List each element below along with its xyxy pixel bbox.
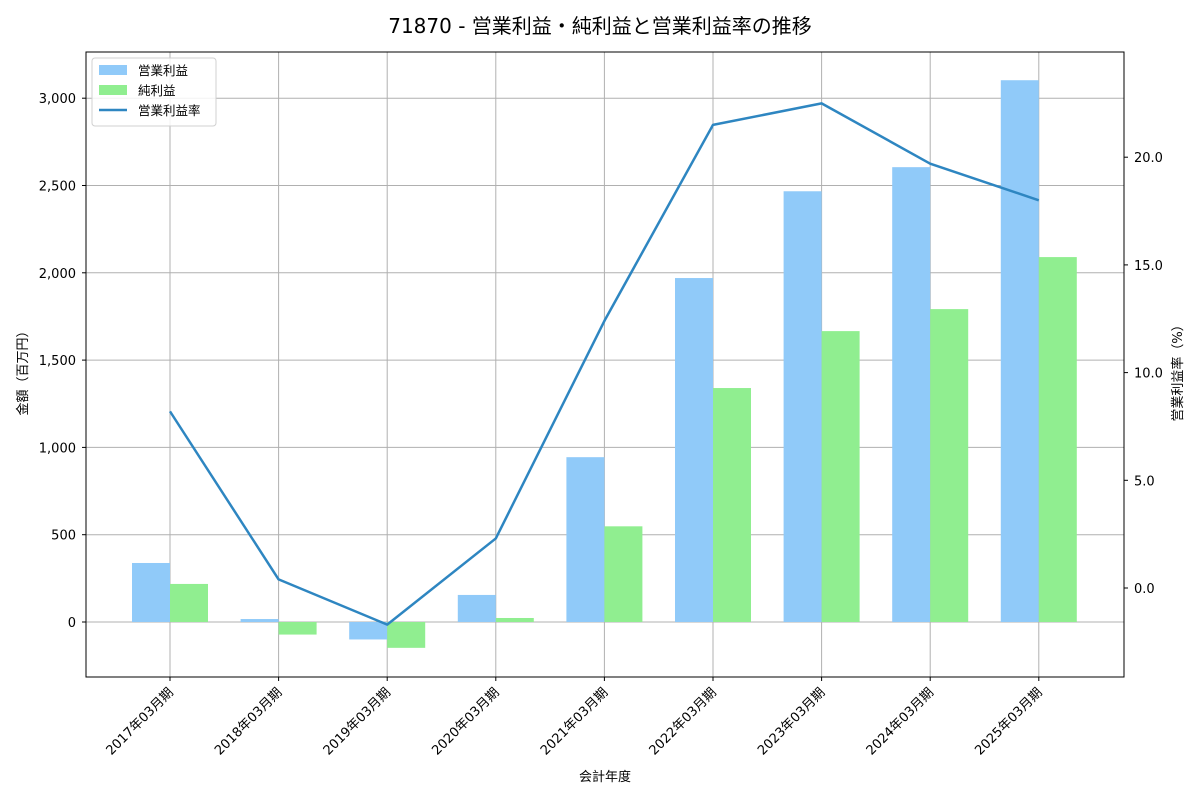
x-tick-label: 2020年03月期 [429, 685, 502, 758]
x-axis-label: 会計年度 [579, 769, 631, 785]
bar-net-profit [604, 526, 643, 622]
legend-label-net-profit: 純利益 [138, 83, 176, 98]
legend-swatch-net-profit [99, 85, 127, 95]
y-tick-label: 2,500 [39, 180, 76, 195]
bar-net-profit [387, 622, 426, 648]
bar-operating-profit [892, 167, 931, 623]
y-tick-label: 1,500 [39, 354, 76, 369]
bar-net-profit [278, 622, 317, 635]
line-operating-margin [168, 102, 1040, 626]
y2-tick-label: 20.0 [1134, 151, 1163, 166]
legend-label-margin: 営業利益率 [138, 103, 201, 118]
y-tick-label: 1,000 [39, 441, 76, 456]
bar-operating-profit [349, 622, 388, 640]
bar-net-profit [1038, 257, 1077, 622]
bar-net-profit [495, 617, 534, 622]
bar-operating-profit [1000, 80, 1039, 623]
bar-operating-profit [457, 594, 496, 622]
x-tick-label: 2019年03月期 [321, 685, 394, 758]
x-tick-label: 2021年03月期 [538, 685, 611, 758]
legend: 営業利益 純利益 営業利益率 [91, 57, 217, 127]
right-axis-ticks: 0.0 5.0 10.0 15.0 20.0 [1124, 151, 1163, 597]
x-tick-label: 2018年03月期 [212, 685, 285, 758]
y-tick-label: 500 [51, 529, 76, 544]
y2-axis-label: 営業利益率（%） [1170, 318, 1186, 421]
left-axis-ticks: 0 500 1,000 1,500 2,000 2,500 3,000 [39, 92, 86, 631]
x-tick-label: 2017年03月期 [104, 685, 177, 758]
bar-net-profit [713, 388, 751, 622]
bar-operating-profit [240, 619, 279, 622]
bar-net-profit [170, 583, 208, 622]
y2-tick-label: 15.0 [1134, 259, 1163, 274]
x-tick-label: 2025年03月期 [972, 685, 1045, 758]
y-axis-label: 金額（百万円） [15, 324, 31, 415]
y2-tick-label: 0.0 [1134, 582, 1155, 597]
bar-operating-profit [566, 457, 605, 622]
y2-tick-label: 5.0 [1134, 474, 1155, 489]
bar-net-profit [821, 331, 860, 622]
legend-label-operating-profit: 営業利益 [138, 63, 188, 78]
y2-tick-label: 10.0 [1134, 367, 1163, 382]
legend-swatch-operating-profit [99, 65, 127, 75]
y-tick-label: 3,000 [39, 92, 76, 107]
x-axis-ticks: 2017年03月期 2018年03月期 2019年03月期 2020年03月期 2021… [104, 677, 1046, 759]
line-series-group [168, 102, 1040, 626]
bar-net-profit [930, 309, 969, 622]
plot-frame [85, 51, 1125, 678]
x-tick-label: 2024年03月期 [864, 685, 937, 758]
y-tick-label: 0 [68, 616, 76, 631]
x-tick-label: 2023年03月期 [755, 685, 828, 758]
bar-operating-profit [675, 278, 713, 622]
chart-title: 71870 - 営業利益・純利益と営業利益率の推移 [388, 14, 812, 38]
bar-operating-profit [783, 191, 822, 623]
bars-group [132, 80, 1077, 648]
y-tick-label: 2,000 [39, 267, 76, 282]
x-tick-label: 2022年03月期 [647, 685, 720, 758]
bar-operating-profit [132, 562, 170, 622]
